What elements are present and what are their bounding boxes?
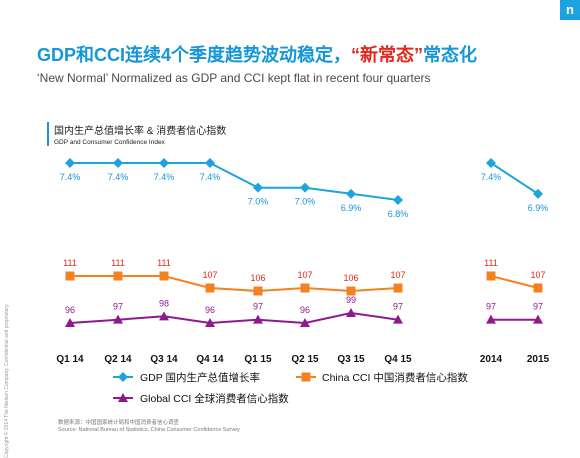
china-point [486,271,496,281]
x-tick-label: 2014 [480,354,503,365]
gdp-line-segment-1 [70,162,399,201]
china-point [533,283,543,293]
china-data-label: 111 [111,258,125,268]
global-point [393,314,403,324]
global-data-label: 97 [533,302,543,312]
gdp-data-label: 7.4% [200,172,221,182]
source-en: Source: National Bureau of Statistics, C… [58,427,240,433]
gdp-point [65,158,75,168]
x-tick-label: Q2 14 [104,354,132,365]
gdp-data-label: 7.4% [154,172,175,182]
legend-china-marker [301,372,311,382]
gdp-point [113,158,123,168]
global-point [486,314,496,324]
china-data-label: 107 [530,270,545,280]
global-line-segment-1 [69,311,399,325]
china-point [65,271,75,281]
gdp-data-label: 7.4% [60,172,81,182]
china-data-label: 107 [202,270,217,280]
gdp-point [393,195,403,205]
global-point [300,318,310,327]
global-data-label: 98 [159,298,169,308]
gdp-data-label: 7.4% [481,172,502,182]
china-point [253,286,263,296]
china-point [393,283,403,293]
global-data-label: 97 [393,302,403,312]
title-suffix: 常态化 [423,45,478,65]
x-tick-label: Q4 15 [384,354,412,365]
china-point [205,283,215,293]
legend-china-label: China CCI 中国消费者信心指数 [322,371,468,384]
side-strip [0,0,11,440]
china-point [300,283,310,293]
china-line-segment-2 [490,275,539,289]
line-chart: 7.4% 7.4% 7.4% 7.4% 7.0% 7.0% 6.9% 6.8% 7.4% 6.9%… [56,158,550,405]
global-data-label: 97 [113,302,123,312]
global-data-label: 96 [65,305,75,315]
global-point [205,318,215,327]
gdp-data-label: 6.8% [388,209,409,219]
source-zh: 数据来源：中国国家统计局和中国消费者信心调查 [58,420,180,426]
gdp-point [253,182,263,193]
chart-header-zh: 国内生产总值增长率 & 消费者信心指数 [54,126,227,137]
gdp-point [346,188,356,199]
gdp-point [533,188,543,199]
title-highlight: “新常态” [351,45,424,65]
chart-header: 国内生产总值增长率 & 消费者信心指数 GDP and Consumer Con… [47,122,226,146]
x-tick-label: Q3 15 [337,354,365,365]
gdp-data-label: 6.9% [528,203,549,213]
x-tick-label: Q2 15 [291,354,319,365]
global-data-label: 96 [300,305,310,315]
china-point [159,271,169,281]
page-title: GDP和CCI连续4个季度趋势波动稳定，“新常态”常态化 [37,41,477,67]
global-data-label: 97 [253,302,263,312]
global-point [533,314,543,324]
nielsen-logo: n [560,0,580,20]
china-line-segment-1 [70,275,399,293]
gdp-data-label: 7.0% [248,197,269,207]
global-point [253,314,263,324]
global-point [113,314,123,324]
gdp-data-label: 7.4% [108,172,129,182]
x-tick-label: Q4 14 [196,354,224,365]
china-data-label: 111 [157,258,171,268]
legend-gdp-marker [118,372,128,382]
x-tick-label: Q1 14 [56,354,84,365]
china-point [346,286,356,296]
china-data-label: 106 [343,273,358,283]
global-point [65,318,75,327]
global-point [159,311,169,321]
source-note: 数据来源：中国国家统计局和中国消费者信心调查 Source: National … [58,420,240,434]
page-subtitle: ‘New Normal’ Normalized as GDP and CCI k… [37,71,431,85]
china-point [113,271,123,281]
gdp-point [159,158,169,168]
legend-gdp-label: GDP 国内生产总值增长率 [140,371,260,384]
legend-global-label: Global CCI 全球消费者信心指数 [140,392,289,405]
legend-global-marker [118,393,128,402]
china-data-label: 107 [297,270,312,280]
global-data-label: 99 [346,295,356,305]
global-point [346,308,356,317]
china-data-label: 111 [63,258,77,268]
chart-header-en: GDP and Consumer Confidence Index [54,139,165,146]
global-data-label: 97 [486,302,496,312]
gdp-point [486,158,496,168]
gdp-data-label: 6.9% [341,203,362,213]
x-tick-label: Q1 15 [244,354,272,365]
title-prefix: GDP和CCI连续4个季度趋势波动稳定， [37,45,352,65]
gdp-line-segment-2 [490,162,539,195]
gdp-point [205,158,215,168]
gdp-data-label: 7.0% [295,197,316,207]
x-tick-label: 2015 [527,354,550,365]
global-data-label: 96 [205,305,215,315]
gdp-point [300,182,310,193]
china-data-label: 107 [390,270,405,280]
china-data-label: 111 [484,258,498,268]
china-data-label: 106 [250,273,265,283]
x-tick-label: Q3 14 [150,354,178,365]
